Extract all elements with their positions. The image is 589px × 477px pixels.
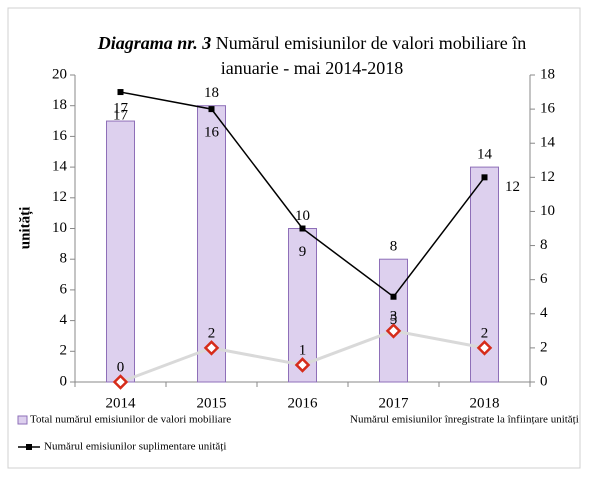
y-tick-label: 8 [60, 251, 68, 267]
bar-value-label: 17 [113, 100, 129, 116]
bar [106, 120, 135, 383]
diamond-marker [385, 323, 402, 339]
bar-value-label: 10 [295, 208, 310, 224]
line-marker [481, 174, 488, 181]
bar [197, 105, 226, 383]
line-value-label: 12 [505, 179, 520, 195]
legend-label: Total numărul emisiunilor de valori mobi… [30, 414, 231, 426]
y-tick-label: 12 [52, 189, 67, 205]
legend-label: Numărul emisiunilor înregistrate la înfi… [350, 414, 579, 426]
chart-title-line: Diagrama nr. 3 Numărul emisiunilor de va… [97, 33, 526, 53]
x-tick-label: 2015 [197, 395, 227, 411]
y2-tick-label: 18 [540, 66, 555, 82]
diamond-value-label: 2 [208, 325, 216, 341]
bar [288, 228, 317, 383]
y-tick-label: 16 [52, 128, 68, 144]
bar-value-label: 8 [390, 239, 398, 255]
diamond-value-label: 2 [481, 325, 489, 341]
line-marker [299, 225, 306, 232]
line-marker [208, 106, 215, 113]
diamond-value-label: 0 [117, 359, 125, 375]
y2-tick-label: 6 [540, 271, 548, 287]
y2-tick-label: 12 [540, 169, 555, 185]
y2-tick-label: 10 [540, 203, 555, 219]
y2-tick-label: 0 [540, 373, 548, 389]
y2-tick-label: 14 [540, 135, 556, 151]
y-tick-label: 0 [60, 373, 68, 389]
y2-tick-label: 2 [540, 339, 548, 355]
y-tick-label: 14 [52, 159, 68, 175]
y-tick-label: 20 [52, 66, 67, 82]
y2-tick-label: 8 [540, 237, 548, 253]
y2-tick-label: 16 [540, 101, 556, 117]
line-value-label: 16 [204, 125, 220, 141]
line-value-label: 9 [299, 244, 307, 260]
diamond-marker [112, 374, 129, 390]
y-tick-label: 6 [60, 281, 68, 297]
bar-value-label: 18 [204, 85, 219, 101]
chart-border [7, 7, 581, 469]
diamond-value-label: 1 [299, 342, 307, 358]
title-prefix: Diagrama nr. 3 [97, 33, 212, 53]
legend-swatch [26, 444, 32, 450]
y-tick-label: 4 [60, 312, 68, 328]
legend-label: Numărul emisiunilor suplimentare unități [44, 441, 226, 453]
line-value-label: 17 [113, 107, 129, 123]
legend-swatch [17, 415, 28, 425]
line-marker [390, 293, 397, 300]
x-tick-label: 2017 [379, 395, 410, 411]
line-value-label: 5 [390, 312, 398, 328]
y-axis-label: unități [17, 207, 33, 250]
x-tick-label: 2018 [470, 395, 500, 411]
diamond-marker [203, 340, 220, 356]
chart-title: Numărul emisiunilor de valori mobiliare … [216, 33, 526, 53]
x-tick-label: 2016 [288, 395, 319, 411]
y2-tick-label: 4 [540, 305, 548, 321]
diamond-marker [294, 357, 311, 373]
y-tick-label: 18 [52, 97, 67, 113]
chart-title-line2: ianuarie - mai 2014-2018 [221, 58, 403, 78]
diamond-marker [476, 340, 493, 356]
x-tick-label: 2014 [106, 395, 137, 411]
line-marker [117, 89, 124, 96]
y-tick-label: 2 [60, 343, 68, 359]
bar [379, 258, 408, 383]
bar-value-label: 14 [477, 147, 493, 163]
y-tick-label: 10 [52, 220, 67, 236]
diamond-value-label: 3 [390, 308, 398, 324]
